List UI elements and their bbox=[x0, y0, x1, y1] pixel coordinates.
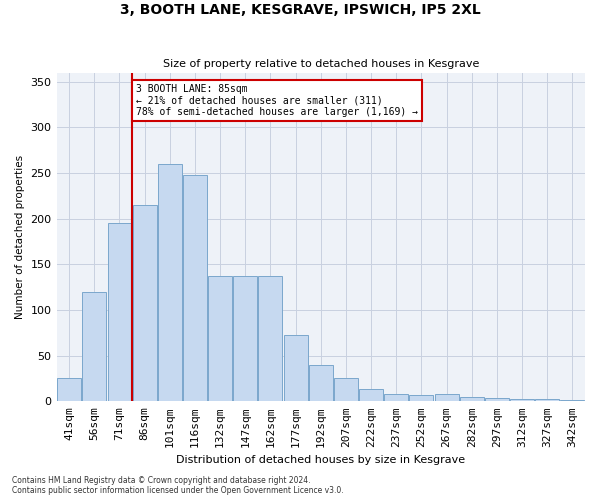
Y-axis label: Number of detached properties: Number of detached properties bbox=[15, 155, 25, 319]
Bar bbox=[334, 378, 358, 402]
Bar bbox=[409, 395, 433, 402]
Bar bbox=[460, 396, 484, 402]
Bar bbox=[510, 400, 534, 402]
Title: Size of property relative to detached houses in Kesgrave: Size of property relative to detached ho… bbox=[163, 59, 479, 69]
Bar bbox=[535, 400, 559, 402]
Bar bbox=[82, 292, 106, 402]
Bar bbox=[434, 394, 458, 402]
Bar bbox=[309, 365, 333, 402]
Bar bbox=[385, 394, 408, 402]
Bar bbox=[158, 164, 182, 402]
Text: Contains HM Land Registry data © Crown copyright and database right 2024.
Contai: Contains HM Land Registry data © Crown c… bbox=[12, 476, 344, 495]
Bar bbox=[560, 400, 584, 402]
Bar bbox=[57, 378, 81, 402]
Bar bbox=[359, 388, 383, 402]
Bar bbox=[485, 398, 509, 402]
Bar bbox=[133, 205, 157, 402]
Bar bbox=[284, 334, 308, 402]
Bar bbox=[107, 223, 131, 402]
Bar bbox=[259, 276, 283, 402]
Bar bbox=[233, 276, 257, 402]
Text: 3 BOOTH LANE: 85sqm
← 21% of detached houses are smaller (311)
78% of semi-detac: 3 BOOTH LANE: 85sqm ← 21% of detached ho… bbox=[136, 84, 418, 116]
X-axis label: Distribution of detached houses by size in Kesgrave: Distribution of detached houses by size … bbox=[176, 455, 466, 465]
Bar bbox=[183, 175, 207, 402]
Bar bbox=[208, 276, 232, 402]
Text: 3, BOOTH LANE, KESGRAVE, IPSWICH, IP5 2XL: 3, BOOTH LANE, KESGRAVE, IPSWICH, IP5 2X… bbox=[119, 2, 481, 16]
